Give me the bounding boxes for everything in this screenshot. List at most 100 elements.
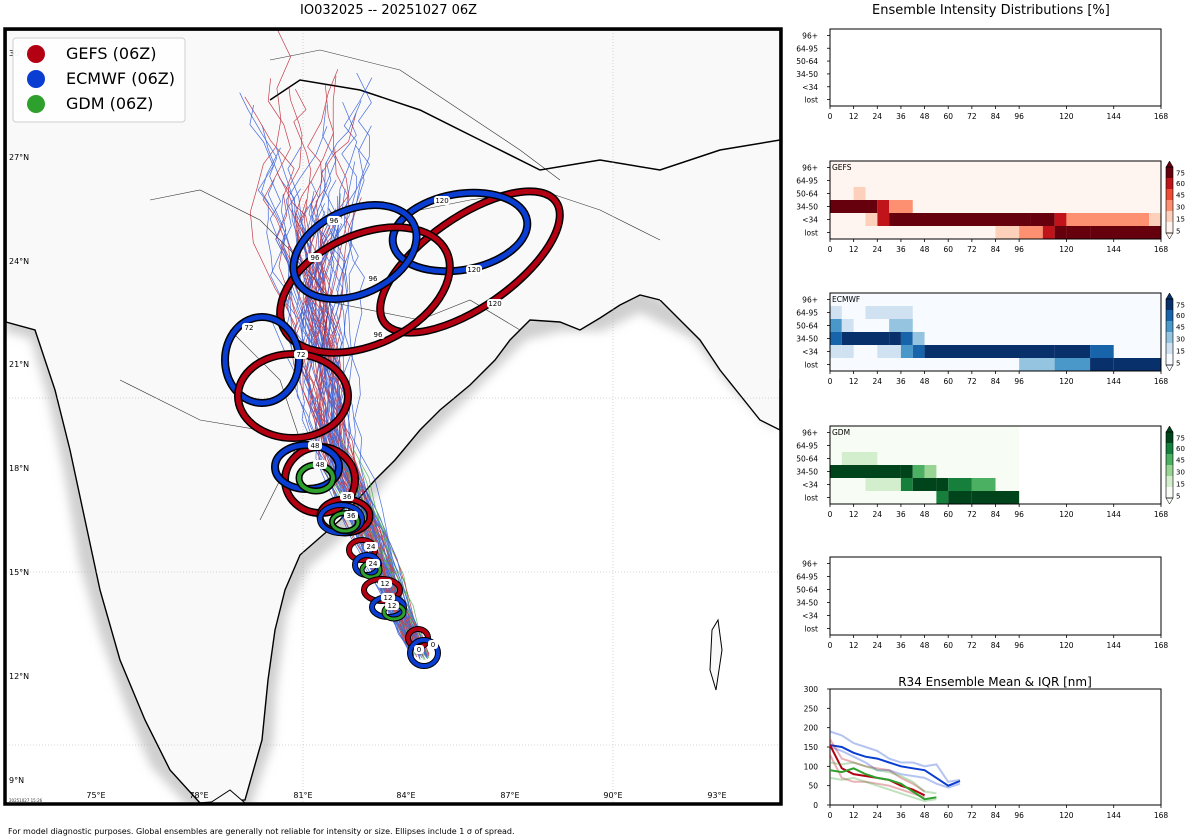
gdm-xlabel: 24 [873, 510, 883, 519]
ecmwf-ylabel: 50-64 [796, 322, 818, 331]
gdm-cell-7 [912, 478, 937, 491]
empty-top-xlabel: 12 [849, 112, 859, 121]
gefs-cbar-seg [1166, 178, 1173, 190]
lon-label-78: 78°E [189, 791, 208, 800]
lon-label-90: 90°E [603, 791, 622, 800]
empty-bottom-ylabel: 50-64 [796, 586, 818, 595]
ellipse-label-120b: 120 [467, 266, 480, 274]
gefs-xlabel: 12 [849, 245, 859, 254]
ecmwf-cell-3 [841, 319, 854, 332]
ecmwf-cell-15 [924, 345, 1055, 358]
state-borders [119, 49, 661, 521]
ellipse-label-72b: 72 [297, 351, 306, 359]
gdm-cbar-seg [1166, 443, 1173, 455]
r34-xlabel: 0 [828, 811, 833, 820]
empty-top-xlabel: 168 [1154, 112, 1169, 121]
ecmwf-cbar-label: 5 [1176, 359, 1180, 367]
ecmwf-xlabel: 24 [873, 377, 883, 386]
lat-label-15: 15°N [9, 568, 29, 577]
gefs-cbar-label: 60 [1176, 180, 1185, 188]
gdm-xlabel: 144 [1107, 510, 1122, 519]
r34-xlabel: 36 [896, 811, 906, 820]
gdm-cell-10 [971, 478, 996, 491]
ecmwf-cell-5 [830, 332, 842, 345]
r34-ylabel: 100 [804, 762, 819, 771]
empty-bottom-frame [829, 556, 1162, 636]
gefs-cell-5 [889, 213, 1031, 226]
panel-ecmwf: 96+ 64-95 50-64 34-50 <34 lost 0 12 24 36 48 60 72 84… [796, 292, 1185, 386]
country-border [269, 79, 780, 171]
ecmwf-cell-0 [830, 306, 842, 319]
gefs-model-name: GEFS [832, 163, 852, 172]
ecmwf-cell-10 [830, 345, 842, 358]
ellipse-label-12b: 12 [384, 594, 393, 602]
gefs-cbar-label: 15 [1176, 215, 1185, 223]
gdm-cbar-label: 45 [1176, 457, 1185, 465]
panel-top-empty: 96+ 64-95 50-64 34-50 <34 lost 0 12 24 36 48 60 72 84… [796, 28, 1169, 121]
gefs-cbar-frame [1165, 166, 1174, 234]
gdm-cbar-label: 5 [1176, 492, 1180, 500]
empty-top-xlabel: 24 [873, 112, 883, 121]
gdm-cbar-label: 30 [1176, 469, 1185, 477]
gefs-xlabel: 48 [920, 245, 930, 254]
gefs-xlabel: 24 [873, 245, 883, 254]
gdm-cell-0 [841, 452, 878, 465]
gefs-cbar-seg [1166, 167, 1173, 179]
empty-bottom-ylabel: 64-95 [796, 573, 818, 582]
ecmwf-cell-14 [912, 345, 925, 358]
intensity-panel-title: Ensemble Intensity Distributions [%] [872, 3, 1110, 18]
lat-label-24: 24°N [9, 257, 29, 266]
gefs-cbar-max [1165, 160, 1174, 168]
gdm-cbar-label: 15 [1176, 480, 1185, 488]
r34-ylabel: 150 [804, 743, 819, 752]
gefs-ylabel: 96+ [802, 164, 818, 173]
gefs-cell-7 [1054, 213, 1067, 226]
gefs-cell-4 [877, 213, 890, 226]
empty-bottom-ylabel: 34-50 [796, 599, 818, 608]
ecmwf-ylabel: lost [804, 361, 818, 370]
gefs-cbar-label: 45 [1176, 192, 1185, 200]
lat-label-9: 9°N [9, 776, 24, 785]
gdm-cell-4 [924, 465, 937, 478]
ecmwf-cbar-label: 30 [1176, 336, 1185, 344]
r34-xlabel: 144 [1107, 811, 1122, 820]
gefs-xlabel: 60 [943, 245, 953, 254]
ellipse-label-48b: 48 [316, 461, 325, 469]
gdm-cell-1 [830, 465, 901, 478]
gefs-xlabel: 36 [896, 245, 906, 254]
label-120: 120 [434, 196, 450, 205]
ecmwf-xlabel: 168 [1154, 377, 1169, 386]
empty-top-ylabel: 50-64 [796, 57, 818, 66]
gefs-cbar-seg [1166, 200, 1173, 212]
empty-top-ylabel: 96+ [802, 31, 818, 40]
track-47 [327, 207, 429, 656]
gdm-xlabel: 60 [943, 510, 953, 519]
r34-ylabel: 250 [804, 704, 819, 713]
legend-gefs-label: GEFS (06Z) [66, 44, 156, 63]
empty-bottom-xlabel: 60 [943, 641, 953, 650]
r34-xlabel: 48 [920, 811, 930, 820]
track-map: 120 120 120 96 96 96 96 72 72 48 48 36 3… [3, 27, 783, 806]
gefs-cell-3 [889, 200, 913, 213]
ecmwf-ylabel: 34-50 [796, 335, 818, 344]
gefs-ylabel: 64-95 [796, 177, 818, 186]
ecmwf-cell-17 [1090, 345, 1114, 358]
gdm-cbar-seg [1166, 432, 1173, 444]
ecmwf-xlabel: 72 [967, 377, 977, 386]
legend-gdm-label: GDM (06Z) [66, 94, 153, 113]
gdm-cbar-max [1165, 425, 1174, 433]
ellipse-label-96c: 96 [369, 275, 378, 283]
lon-label-81: 81°E [293, 791, 312, 800]
ecmwf-cbar-min [1165, 364, 1174, 372]
r34-xlabel: 12 [849, 811, 859, 820]
gdm-xlabel: 48 [920, 510, 930, 519]
gdm-ylabel: <34 [802, 481, 818, 490]
ecmwf-cbar-max [1165, 292, 1174, 300]
gdm-cell-12 [948, 491, 972, 504]
ecmwf-cbar-frame [1165, 298, 1174, 366]
ellipse-label-0b: 0 [417, 646, 421, 654]
gefs-cbar-seg [1166, 211, 1173, 223]
r34-ecmwf-mean [829, 744, 961, 787]
empty-top-xlabel: 36 [896, 112, 906, 121]
gefs-cell-1 [830, 200, 878, 213]
